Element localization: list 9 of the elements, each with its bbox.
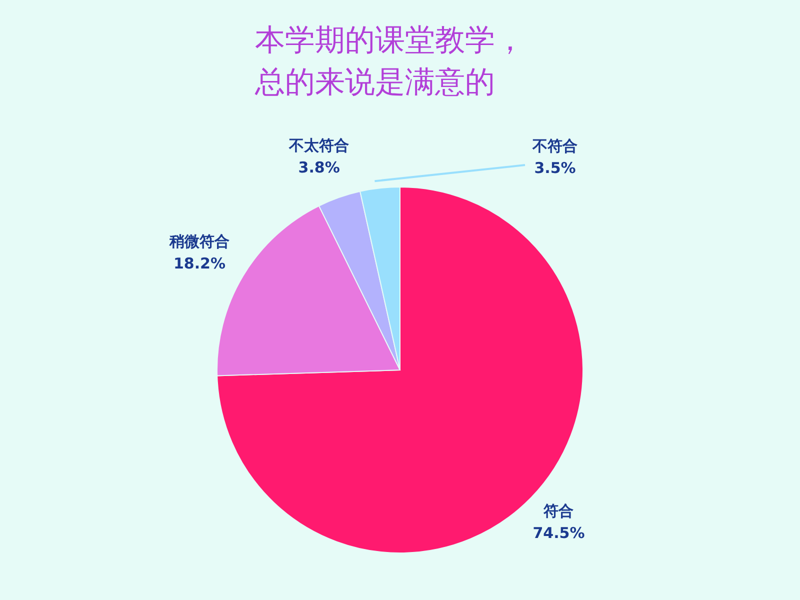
slice-label: 稍微符合	[168, 232, 230, 250]
data-label: 3.8%	[298, 158, 340, 177]
slice-label: 符合	[542, 502, 574, 520]
data-label: 3.5%	[534, 159, 576, 177]
chart-title: 本学期的课堂教学，总的来说是满意的	[255, 22, 526, 102]
slice-label: 不符合	[532, 137, 578, 155]
data-label: 18.2%	[173, 254, 226, 272]
data-label: 74.5%	[532, 524, 585, 542]
slice-label: 不太符合	[288, 136, 350, 155]
